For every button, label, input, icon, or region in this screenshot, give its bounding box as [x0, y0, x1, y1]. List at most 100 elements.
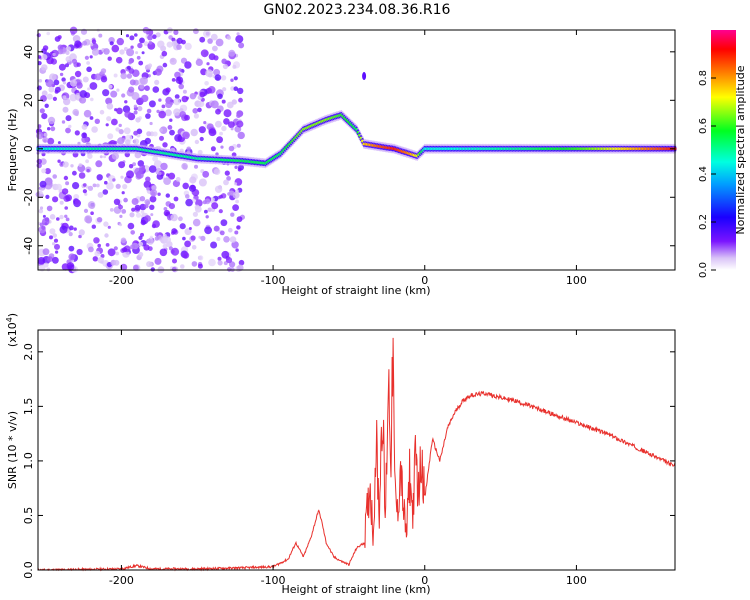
spectrogram-noise-cell — [225, 257, 233, 264]
spectrogram-noise-cell — [184, 240, 192, 248]
spectrogram-noise-cell — [206, 87, 212, 94]
spectrogram-noise-cell — [206, 62, 210, 66]
spectrogram-noise-cell — [86, 66, 92, 73]
spectrogram-noise-cell — [185, 194, 190, 199]
spectrogram-noise-cell — [65, 46, 72, 52]
spectrogram-noise-cell — [36, 33, 41, 38]
spectrogram-noise-cell — [59, 72, 64, 77]
spectrogram-noise-cell — [146, 237, 154, 245]
spectrogram-noise-cell — [139, 37, 145, 44]
spectrogram-noise-cell — [237, 264, 244, 272]
spectrogram-noise-cell — [148, 100, 156, 108]
spectrogram-noise-cell — [158, 110, 166, 119]
spectrogram-noise-cell — [40, 158, 47, 165]
spectrogram-noise-cell — [226, 35, 232, 40]
spectrogram-noise-cell — [139, 76, 148, 85]
spectrogram-noise-cell — [90, 211, 94, 215]
spectrogram-noise-cell — [112, 178, 116, 182]
spectrogram-noise-cell — [226, 176, 232, 181]
spectrogram-noise-cell — [119, 223, 123, 227]
spectrogram-noise-cell — [89, 55, 93, 59]
spectrogram-noise-cell — [199, 91, 206, 98]
spectrogram-noise-cell — [96, 217, 103, 223]
spectrogram-noise-cell — [76, 82, 83, 89]
spectrogram-noise-cell — [81, 124, 88, 130]
spectrogram-noise-cell — [68, 124, 72, 129]
spectrogram-noise-cell — [171, 40, 179, 47]
spectrogram-noise-cell — [123, 127, 131, 135]
spectrogram-noise-cell — [165, 101, 173, 109]
spectrogram-noise-cell — [227, 192, 231, 196]
spectrogram-noise-cell — [138, 60, 144, 66]
spectrogram-noise-cell — [202, 170, 210, 178]
spectrogram-noise-cell — [109, 41, 114, 46]
spectrogram-noise-cell — [43, 132, 48, 137]
spectrogram-noise-cell — [192, 218, 201, 227]
spectrogram-noise-cell — [236, 113, 241, 119]
spectrogram-noise-cell — [230, 78, 234, 82]
spectrogram-noise-cell — [207, 38, 213, 44]
spectrogram-noise-cell — [188, 184, 197, 192]
spectrogram-noise-cell — [62, 81, 67, 85]
spectrogram-noise-cell — [100, 76, 108, 83]
spectrogram-noise-cell — [68, 264, 75, 271]
spectrogram-noise-cell — [45, 79, 54, 88]
spectrogram-noise-cell — [232, 64, 237, 69]
spectrogram-noise-cell — [52, 196, 59, 203]
spectrogram-noise-cell — [143, 180, 152, 189]
spectrogram-noise-cell — [157, 40, 165, 48]
spectrogram-noise-cell — [52, 233, 57, 238]
spectrogram-noise-cell — [172, 258, 177, 264]
spectrogram-noise-cell — [189, 93, 197, 100]
spectrogram-noise-cell — [128, 86, 135, 93]
spectrogram-noise-cell — [221, 250, 230, 259]
spectrogram-noise-cell — [111, 118, 118, 126]
spectrogram-noise-cell — [182, 89, 187, 94]
spectrogram-noise-cell — [65, 63, 69, 68]
snr-x-tick-label: -200 — [109, 574, 134, 587]
spectrogram-noise-cell — [135, 170, 144, 179]
spectrogram-noise-cell — [131, 92, 140, 100]
spectrogram-noise-cell — [37, 257, 46, 265]
spectrogram-noise-cell — [130, 45, 134, 49]
spectrogram-noise-cell — [162, 62, 168, 68]
spectrogram-noise-cell — [152, 220, 160, 228]
spectrogram-noise-cell — [74, 40, 82, 48]
spectrogram-noise-cell — [154, 257, 162, 265]
spectrogram-noise-cell — [146, 108, 152, 114]
spectrogram-noise-cell — [64, 214, 68, 218]
spectrogram-noise-cell — [49, 214, 56, 220]
spectrogram-noise-cell — [99, 109, 105, 115]
spectrogram-noise-cell — [213, 225, 220, 232]
spectrogram-noise-cell — [73, 110, 79, 116]
spectrogram-noise-cell — [42, 248, 50, 256]
spectrogram-noise-cell — [146, 131, 152, 137]
snr-plot-area — [38, 330, 675, 570]
spectrogram-noise-cell — [221, 58, 227, 65]
spectrogram-noise-cell — [228, 121, 235, 129]
snr-y-tick-label: 1.0 — [22, 452, 35, 470]
spectrogram-noise-cell — [159, 248, 168, 257]
spectrogram-noise-cell — [139, 165, 146, 172]
spectrogram-noise-cell — [229, 261, 236, 268]
spectrogram-noise-cell — [42, 214, 46, 218]
spectrogram-noise-cell — [82, 189, 87, 194]
spectrogram-noise-cell — [190, 128, 198, 137]
spectrogram-noise-cell — [147, 63, 153, 68]
spectrogram-noise-cell — [41, 113, 48, 120]
spectrogram-noise-cell — [38, 79, 43, 83]
spectrogram-noise-cell — [47, 116, 56, 125]
spectrogram-noise-cell — [224, 170, 230, 176]
spectrogram-noise-cell — [113, 246, 118, 251]
spectrogram-noise-cell — [176, 44, 182, 50]
spectrogram-noise-cell — [48, 86, 55, 93]
spectrogram-noise-cell — [126, 170, 134, 179]
spectrogram-noise-cell — [118, 204, 123, 210]
spectrogram-noise-cell — [181, 95, 189, 103]
spectrogram-noise-cell — [211, 202, 219, 210]
spectrogram-noise-cell — [61, 77, 66, 82]
spectrogram-noise-cell — [46, 56, 54, 65]
spectrogram-noise-cell — [89, 82, 98, 90]
spectrogram-noise-cell — [229, 236, 237, 243]
spectrogram-noise-cell — [68, 225, 74, 231]
